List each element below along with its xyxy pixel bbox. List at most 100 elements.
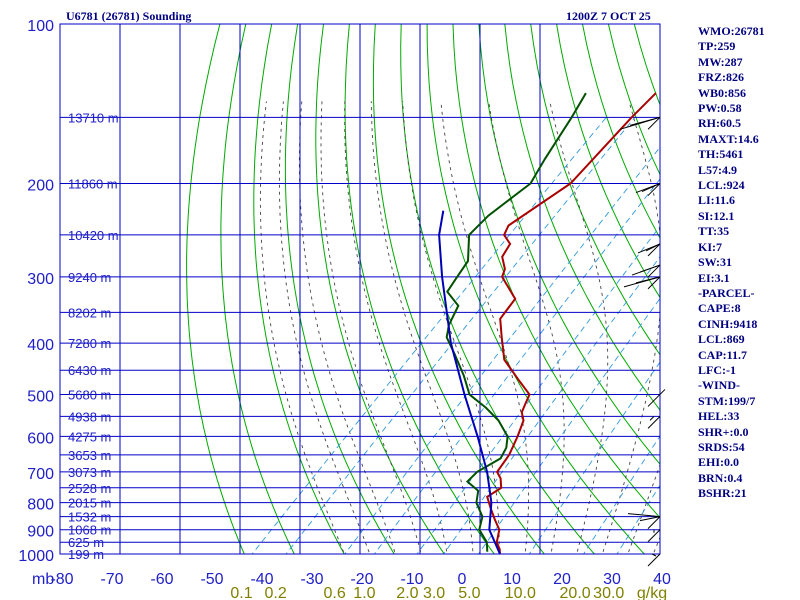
height-label: 625 m	[68, 535, 104, 550]
mixing-ratio-label: 0.2	[264, 585, 286, 600]
mixing-ratio-label: 10.0	[505, 585, 536, 600]
temperature-label: -50	[200, 571, 223, 588]
dry-adiabat	[530, 24, 660, 356]
dry-adiabat	[452, 24, 660, 519]
dewpoint-line	[445, 92, 587, 552]
height-label: 7280 m	[68, 336, 111, 351]
dry-adiabat	[315, 24, 445, 554]
index-line: LCL:869	[698, 332, 745, 347]
wind-barb-flag	[629, 116, 661, 126]
mixing-ratio-label: 3.0	[423, 585, 445, 600]
temperature-label: 20	[553, 571, 571, 588]
wind-barb-shaft	[647, 394, 661, 407]
index-line: -WIND-	[698, 378, 740, 393]
index-line: LI:11.6	[698, 193, 736, 208]
temperature-label: -30	[300, 571, 323, 588]
dry-adiabat	[372, 24, 545, 554]
station-title: U6781 (26781) Sounding	[66, 9, 192, 23]
mixing-ratio-label: 5.0	[458, 585, 480, 600]
height-label: 11860 m	[68, 177, 118, 192]
index-line: KI:7	[698, 239, 722, 254]
temperature-label: 40	[653, 571, 671, 588]
index-line: TH:5461	[698, 147, 744, 162]
index-line: WB0:856	[698, 85, 746, 100]
index-line: STM:199/7	[698, 393, 756, 408]
plot-frame	[59, 23, 661, 555]
wind-barb-flag	[649, 416, 655, 421]
index-line: HEL:33	[698, 409, 740, 424]
index-line: TT:35	[698, 224, 730, 239]
temperature-label: -70	[100, 571, 123, 588]
mixing-ratio-label: 0.1	[230, 585, 252, 600]
pressure-label: 700	[27, 466, 54, 483]
dry-adiabat	[284, 24, 395, 554]
pressure-label: 1000	[18, 548, 54, 565]
mixing-ratio-label: 2.0	[396, 585, 418, 600]
wind-barb-shaft	[647, 529, 661, 543]
height-label: 5680 m	[68, 387, 111, 402]
temperature-label: -60	[150, 571, 173, 588]
pressure-label: 100	[27, 18, 54, 35]
index-line: CINH:9418	[698, 316, 758, 331]
dry-adiabat	[478, 24, 660, 465]
temperature-label: 30	[603, 571, 621, 588]
index-line: BSHR:21	[698, 486, 747, 501]
height-label: 10420 m	[68, 228, 119, 243]
height-label: 4275 m	[68, 429, 111, 444]
index-line: FRZ:826	[698, 70, 744, 85]
height-label: 13710 m	[68, 110, 119, 125]
pressure-unit-label: mb	[32, 571, 54, 588]
mixing-ratio-label: 1.0	[353, 585, 375, 600]
index-line: BRN:0.4	[698, 470, 743, 485]
index-line: LCL:924	[698, 178, 745, 193]
mixing-ratio-line	[344, 146, 660, 554]
moist-adiabat	[259, 101, 345, 554]
temperature-label: -80	[50, 571, 73, 588]
pressure-label: 200	[27, 178, 54, 195]
height-label: 3653 m	[68, 448, 111, 463]
wind-barb-flag	[639, 264, 661, 273]
index-line: SI:12.1	[698, 208, 735, 223]
wind-barb-flag	[635, 276, 661, 284]
moist-adiabat	[549, 101, 609, 554]
index-line: RH:60.5	[698, 116, 741, 131]
wind-barb-shaft	[647, 116, 661, 130]
observation-time: 1200Z 7 OCT 25	[566, 9, 651, 23]
pressure-label: 400	[27, 337, 54, 354]
dry-adiabat	[220, 24, 295, 554]
wind-barbs	[619, 116, 666, 567]
wind-barb-flag	[627, 513, 661, 518]
mixing-ratio-line	[251, 117, 607, 554]
wind-barb-shaft	[647, 416, 661, 429]
dry-adiabat	[186, 24, 245, 554]
pressure-label: 900	[27, 524, 54, 541]
wind-barb-flag	[641, 183, 661, 193]
dry-adiabat	[504, 24, 660, 411]
wind-barb-flag	[659, 389, 666, 395]
wind-barb-flag	[651, 553, 657, 557]
dry-adiabat	[426, 24, 645, 554]
wind-barb-flag	[645, 243, 661, 252]
mixing-ratio-label: 30.0	[593, 585, 624, 600]
wind-barb-shaft	[647, 264, 661, 278]
index-line: WMO:26781	[698, 24, 765, 38]
height-label: 4938 m	[68, 409, 111, 424]
index-line: SW:31	[698, 255, 733, 270]
height-label: 1068 m	[68, 523, 111, 538]
index-line: EHI:0.0	[698, 455, 740, 470]
moist-adiabat	[370, 101, 474, 554]
index-line: PW:0.58	[698, 101, 742, 116]
pressure-label: 300	[27, 271, 54, 288]
height-label: 2528 m	[68, 481, 111, 496]
parcel-line	[438, 210, 501, 554]
temperature-label: -40	[250, 571, 273, 588]
wind-barb-shaft	[647, 553, 661, 567]
index-line: CAPE:8	[698, 301, 741, 316]
pressure-label: 800	[27, 497, 54, 514]
temperature-line	[486, 92, 657, 554]
profile-lines	[438, 92, 657, 554]
index-line: LFC:-1	[698, 362, 736, 377]
moist-adiabat	[488, 101, 565, 554]
